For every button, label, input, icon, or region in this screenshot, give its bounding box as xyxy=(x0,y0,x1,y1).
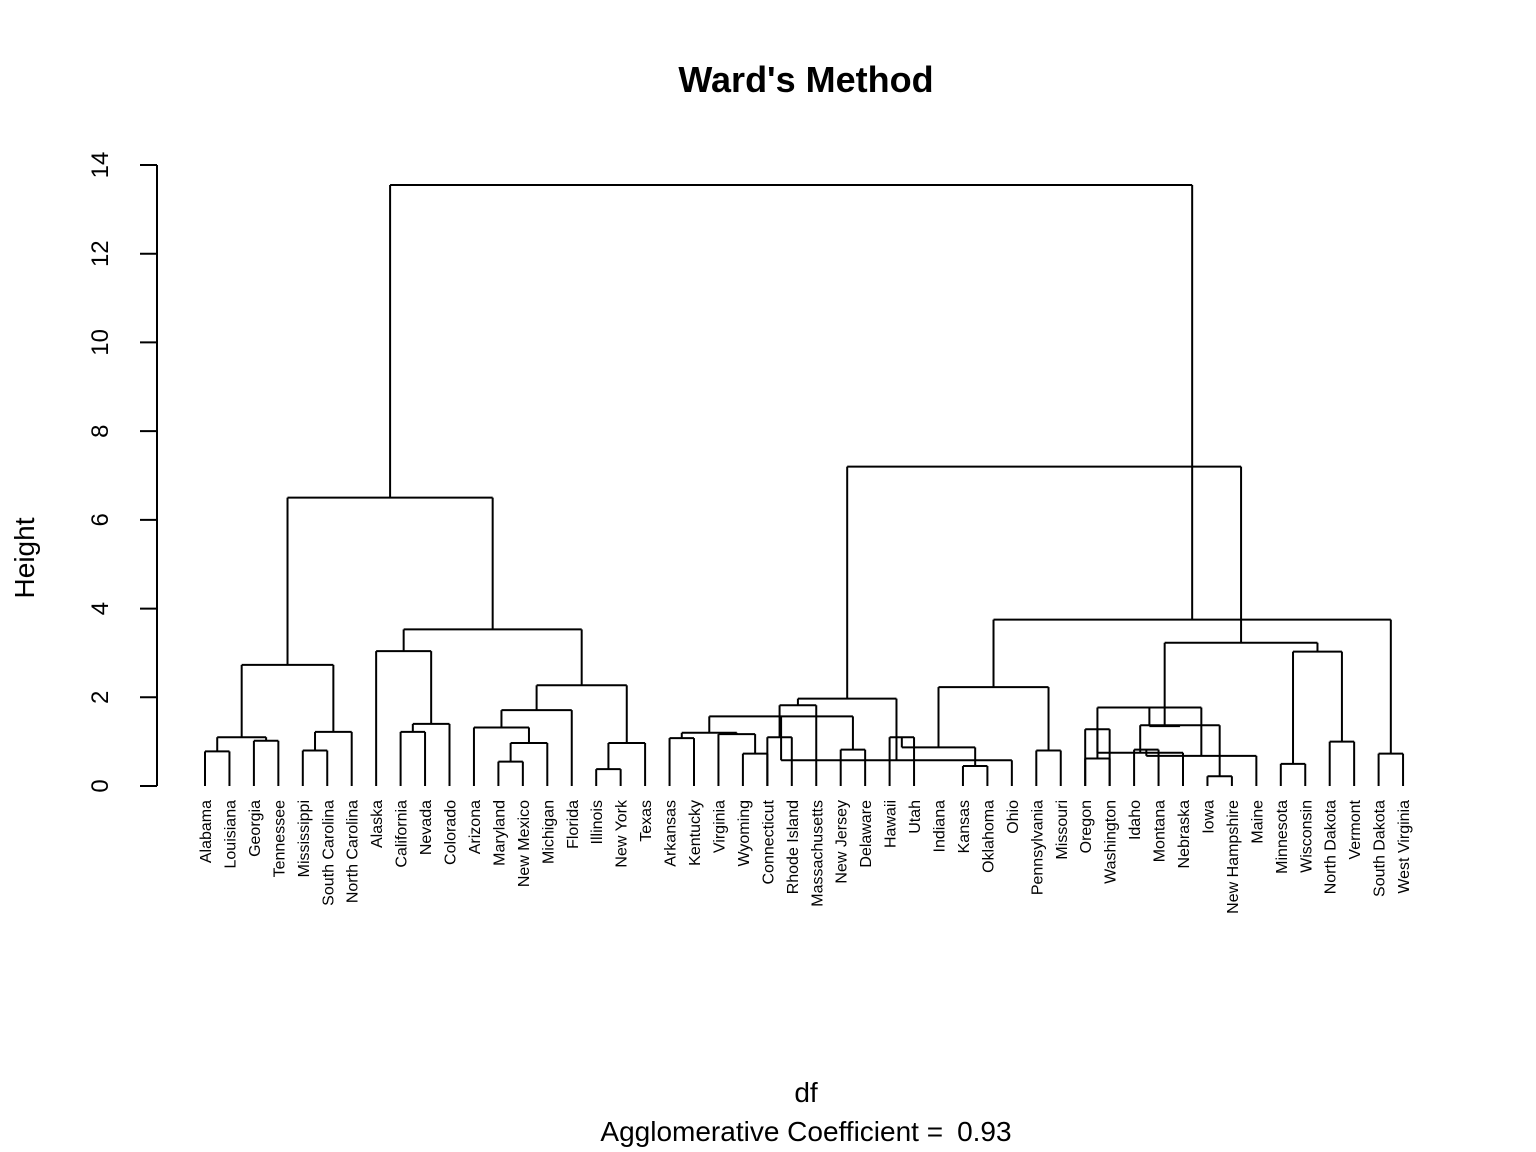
leaf-label: Idaho xyxy=(1127,800,1144,840)
y-tick-label: 12 xyxy=(87,240,114,267)
x-axis-title: df xyxy=(794,1077,818,1108)
leaf-label: South Dakota xyxy=(1372,800,1389,897)
leaf-label: Oklahoma xyxy=(980,800,997,873)
leaf-label: Michigan xyxy=(540,800,557,864)
leaf-label: Alabama xyxy=(198,800,215,863)
leaf-label: Kansas xyxy=(956,800,973,853)
leaf-label: Arkansas xyxy=(663,800,680,867)
leaf-label: Arizona xyxy=(467,800,484,854)
leaf-label: Maryland xyxy=(491,800,508,866)
leaf-label: South Carolina xyxy=(320,800,337,906)
leaf-label: Ohio xyxy=(1005,800,1022,834)
leaf-label: Kentucky xyxy=(687,800,704,866)
y-tick-label: 0 xyxy=(87,779,114,792)
leaf-label: Rhode Island xyxy=(785,800,802,894)
leaf-label: New Mexico xyxy=(516,800,533,887)
leaf-label: Delaware xyxy=(858,800,875,868)
leaf-label: Missouri xyxy=(1054,800,1071,860)
leaf-label: Tennessee xyxy=(271,800,288,877)
y-tick-label: 4 xyxy=(87,602,114,615)
leaf-label: Montana xyxy=(1152,800,1169,862)
y-tick-label: 2 xyxy=(87,691,114,704)
leaf-label: North Dakota xyxy=(1323,800,1340,894)
leaf-label: Georgia xyxy=(247,800,264,857)
leaf-label: Utah xyxy=(907,800,924,834)
leaf-label: Massachusetts xyxy=(809,800,826,907)
leaf-label: New York xyxy=(614,799,631,868)
chart-title: Ward's Method xyxy=(678,59,933,100)
y-tick-label: 10 xyxy=(87,329,114,356)
leaf-label: Minnesota xyxy=(1274,800,1291,874)
y-tick-label: 14 xyxy=(87,152,114,179)
leaf-label: Iowa xyxy=(1200,800,1217,834)
leaf-label: Indiana xyxy=(932,800,949,853)
leaf-label: Illinois xyxy=(589,800,606,844)
leaf-label: Nevada xyxy=(418,800,435,855)
leaf-label: Alaska xyxy=(369,800,386,848)
leaf-label: New Jersey xyxy=(834,800,851,884)
leaf-label: Washington xyxy=(1103,800,1120,884)
leaf-label: West Virginia xyxy=(1396,800,1413,894)
leaf-label: Nebraska xyxy=(1176,800,1193,869)
leaf-label: Connecticut xyxy=(760,799,777,884)
leaf-label: Oregon xyxy=(1078,800,1095,853)
leaf-label: Louisiana xyxy=(222,800,239,869)
coefficient-value: 0.93 xyxy=(957,1116,1012,1147)
leaf-label: Florida xyxy=(565,800,582,849)
leaf-label: Texas xyxy=(638,800,655,842)
leaf-label: North Carolina xyxy=(345,800,362,903)
leaf-label: Hawaii xyxy=(883,800,900,848)
leaf-label: Mississippi xyxy=(296,800,313,877)
leaf-labels: Alabama Louisiana Georgia Tennessee Mississi… xyxy=(198,799,1413,914)
coefficient-label: Agglomerative Coefficient = xyxy=(600,1116,943,1147)
leaf-label: Wisconsin xyxy=(1298,800,1315,873)
leaf-label: California xyxy=(394,800,411,868)
y-axis: 0 2 4 6 8 10 12 14 xyxy=(87,152,158,793)
leaf-label: Pennsylvania xyxy=(1029,800,1046,895)
dendrogram-tree xyxy=(204,183,1405,786)
leaf-label: Colorado xyxy=(443,800,460,865)
leaf-label: Vermont xyxy=(1347,799,1364,859)
leaf-label: Virginia xyxy=(711,800,728,853)
y-tick-label: 8 xyxy=(87,424,114,437)
leaf-label: Wyoming xyxy=(736,800,753,867)
y-tick-label: 6 xyxy=(87,513,114,526)
agglomerative-coefficient: Agglomerative Coefficient = 0.93 xyxy=(600,1116,1011,1147)
leaf-label: Maine xyxy=(1249,800,1266,844)
leaf-label: New Hampshire xyxy=(1225,800,1242,914)
y-axis-title: Height xyxy=(9,517,40,598)
